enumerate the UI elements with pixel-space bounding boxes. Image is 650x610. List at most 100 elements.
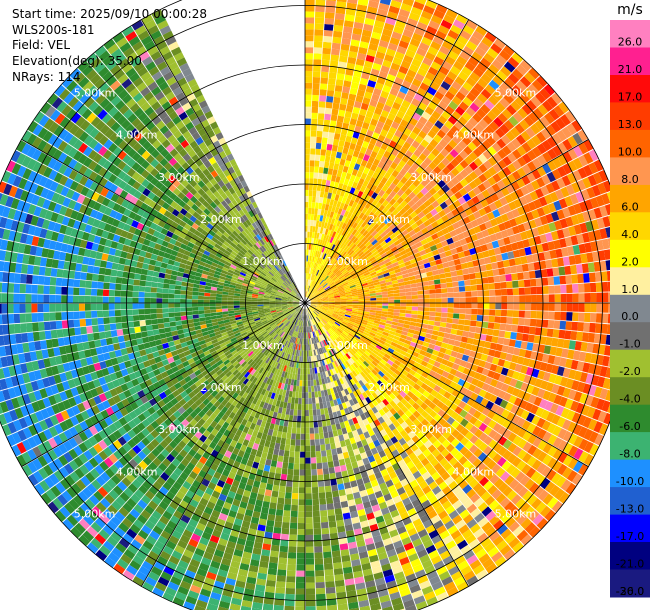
- velocity-gate: [378, 39, 389, 49]
- velocity-gate: [406, 17, 418, 27]
- velocity-gate: [307, 374, 311, 381]
- velocity-gate: [553, 320, 561, 329]
- velocity-gate: [307, 267, 309, 274]
- velocity-gate: [431, 96, 441, 106]
- velocity-gate: [530, 96, 542, 108]
- velocity-gate: [358, 46, 368, 55]
- velocity-gate: [346, 62, 356, 71]
- velocity-gate: [325, 0, 336, 7]
- velocity-gate: [326, 174, 332, 181]
- velocity-gate: [404, 188, 413, 196]
- velocity-gate: [319, 191, 325, 198]
- velocity-gate: [361, 221, 368, 228]
- velocity-gate: [344, 254, 351, 261]
- velocity-gate: [305, 178, 309, 185]
- velocity-gate: [440, 124, 450, 134]
- velocity-gate: [345, 172, 352, 180]
- velocity-gate: [355, 257, 362, 263]
- velocity-gate: [439, 278, 447, 284]
- velocity-gate: [306, 285, 309, 292]
- velocity-gate: [382, 224, 389, 232]
- velocity-gate: [305, 148, 310, 155]
- velocity-gate: [336, 447, 343, 455]
- velocity-gate: [307, 368, 310, 375]
- velocity-gate: [312, 492, 319, 500]
- velocity-gate: [310, 214, 315, 221]
- velocity-gate: [464, 285, 472, 292]
- velocity-gate: [455, 106, 466, 116]
- velocity-gate: [350, 243, 357, 250]
- velocity-gate: [482, 283, 489, 291]
- velocity-gate: [601, 281, 609, 292]
- velocity-gate: [349, 161, 356, 169]
- velocity-gate: [295, 600, 305, 607]
- velocity-gate: [542, 294, 549, 303]
- velocity-gate: [518, 280, 525, 288]
- velocity-gate: [374, 194, 382, 202]
- velocity-gate: [305, 130, 311, 137]
- velocity-gate: [384, 179, 393, 188]
- velocity-gate: [421, 125, 431, 135]
- velocity-gate: [452, 286, 460, 293]
- velocity-gate: [493, 275, 501, 283]
- velocity-gate: [305, 523, 313, 530]
- velocity-gate: [330, 54, 340, 62]
- velocity-gate: [444, 55, 456, 66]
- velocity-gate: [378, 115, 387, 124]
- velocity-gate: [309, 433, 315, 440]
- velocity-gate: [305, 82, 313, 89]
- velocity-gate: [387, 308, 394, 313]
- velocity-gate: [334, 574, 344, 581]
- velocity-gate: [342, 86, 351, 94]
- velocity-gate: [596, 303, 603, 313]
- velocity-gate: [495, 54, 507, 66]
- velocity-gate: [536, 294, 543, 303]
- velocity-gate: [462, 96, 473, 107]
- velocity-gate: [308, 196, 313, 203]
- velocity-gate: [564, 265, 572, 275]
- velocity-gate: [312, 262, 315, 269]
- velocity-gate: [342, 260, 348, 266]
- velocity-gate: [328, 72, 337, 79]
- velocity-gate: [417, 67, 428, 77]
- velocity-gate: [415, 121, 425, 130]
- velocity-gate: [321, 179, 327, 186]
- velocity-gate: [425, 0, 438, 10]
- velocity-gate: [374, 20, 385, 29]
- velocity-gate: [335, 585, 346, 593]
- velocity-gate: [346, 255, 352, 262]
- velocity-gate: [355, 10, 366, 18]
- velocity-gate: [320, 149, 327, 156]
- velocity-gate: [416, 87, 427, 97]
- velocity-gate: [351, 33, 362, 41]
- velocity-gate: [388, 182, 397, 191]
- velocity-gate: [512, 288, 519, 296]
- velocity-gate: [405, 310, 412, 314]
- velocity-gate: [528, 67, 540, 80]
- velocity-gate: [331, 484, 339, 492]
- velocity-gate: [341, 216, 347, 223]
- velocity-gate: [305, 499, 313, 506]
- velocity-gate: [473, 147, 483, 158]
- velocity-gate: [530, 310, 537, 319]
- velocity-gate: [484, 31, 497, 43]
- velocity-gate: [387, 166, 395, 175]
- velocity-gate: [440, 81, 451, 91]
- velocity-gate: [317, 468, 323, 476]
- velocity-gate: [336, 263, 343, 269]
- velocity-gate: [321, 533, 330, 541]
- velocity-gate: [489, 303, 496, 310]
- velocity-gate: [443, 75, 455, 86]
- velocity-gate: [352, 131, 360, 139]
- velocity-gate: [418, 116, 428, 126]
- velocity-gate: [309, 273, 312, 280]
- velocity-gate: [500, 316, 507, 324]
- velocity-gate: [380, 65, 390, 74]
- velocity-gate: [487, 276, 495, 284]
- velocity-gate: [316, 263, 320, 270]
- velocity-gate: [336, 519, 345, 527]
- velocity-gate: [411, 58, 422, 68]
- velocity-gate: [330, 265, 336, 271]
- velocity-gate: [300, 445, 305, 452]
- velocity-gate: [492, 329, 500, 337]
